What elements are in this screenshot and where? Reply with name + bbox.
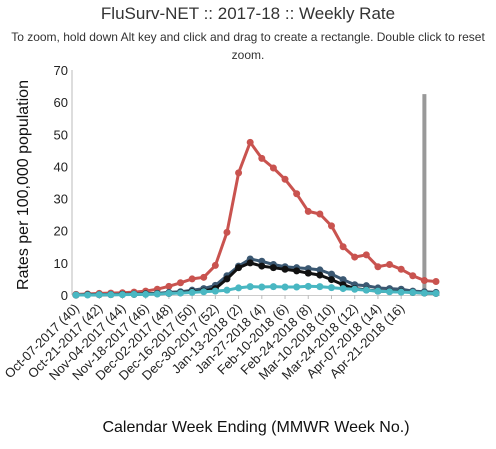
data-point[interactable] — [281, 175, 289, 183]
series-3 — [72, 282, 440, 299]
data-point[interactable] — [177, 289, 185, 297]
data-point[interactable] — [362, 286, 370, 294]
data-point[interactable] — [165, 289, 173, 297]
highlight-bar-layer — [422, 94, 427, 295]
data-point[interactable] — [118, 291, 126, 299]
data-point[interactable] — [409, 272, 417, 280]
data-point[interactable] — [420, 289, 428, 297]
data-point[interactable] — [246, 259, 254, 267]
data-point[interactable] — [409, 288, 417, 296]
y-tick-label: 50 — [54, 127, 68, 142]
y-tick-label: 20 — [54, 224, 68, 239]
data-point[interactable] — [293, 283, 301, 291]
data-point[interactable] — [339, 276, 347, 284]
data-point[interactable] — [200, 288, 208, 296]
data-point[interactable] — [304, 269, 312, 277]
data-point[interactable] — [420, 277, 428, 285]
data-point[interactable] — [339, 243, 347, 251]
x-axis-label: Calendar Week Ending (MMWR Week No.) — [102, 419, 409, 436]
data-point[interactable] — [351, 253, 359, 261]
chart-title: FluSurv-NET :: 2017-18 :: Weekly Rate — [100, 4, 396, 23]
data-point[interactable] — [281, 283, 289, 291]
data-point[interactable] — [293, 267, 301, 275]
data-point[interactable] — [362, 251, 370, 259]
data-point[interactable] — [188, 288, 196, 296]
data-point[interactable] — [432, 289, 440, 297]
data-point[interactable] — [327, 284, 335, 292]
y-tick-label: 10 — [54, 256, 68, 271]
data-point[interactable] — [246, 283, 254, 291]
data-point[interactable] — [95, 291, 103, 299]
data-point[interactable] — [327, 276, 335, 284]
chart-subtitle: To zoom, hold down Alt key and click and… — [11, 30, 485, 62]
data-point[interactable] — [211, 261, 219, 269]
data-point[interactable] — [397, 288, 405, 296]
data-point[interactable] — [316, 210, 324, 218]
y-tick-label: 60 — [54, 95, 68, 110]
data-point[interactable] — [223, 275, 231, 283]
data-point[interactable] — [269, 283, 277, 291]
data-point[interactable] — [153, 290, 161, 298]
data-point[interactable] — [258, 283, 266, 291]
data-point[interactable] — [223, 228, 231, 236]
data-point[interactable] — [432, 278, 440, 285]
data-point[interactable] — [327, 270, 335, 278]
highlight-bar — [422, 94, 427, 295]
y-axis-label: Rates per 100,000 population — [15, 80, 32, 290]
data-point[interactable] — [386, 288, 394, 296]
series-layer — [72, 138, 440, 299]
y-tick-label: 40 — [54, 159, 68, 174]
data-point[interactable] — [223, 286, 231, 294]
data-point[interactable] — [107, 291, 115, 299]
data-point[interactable] — [397, 265, 405, 273]
data-point[interactable] — [235, 284, 243, 292]
data-point[interactable] — [351, 285, 359, 293]
y-tick-label: 30 — [54, 192, 68, 207]
data-point[interactable] — [269, 164, 277, 172]
data-point[interactable] — [304, 207, 312, 215]
data-point[interactable] — [246, 138, 254, 146]
data-point[interactable] — [316, 283, 324, 291]
data-point[interactable] — [211, 287, 219, 295]
data-point[interactable] — [269, 264, 277, 272]
data-point[interactable] — [177, 279, 185, 287]
data-point[interactable] — [235, 169, 243, 177]
data-point[interactable] — [327, 222, 335, 230]
data-point[interactable] — [165, 282, 173, 290]
data-point[interactable] — [84, 291, 92, 299]
data-point[interactable] — [374, 263, 382, 271]
data-point[interactable] — [72, 291, 80, 299]
data-point[interactable] — [258, 262, 266, 270]
data-point[interactable] — [281, 265, 289, 273]
data-point[interactable] — [304, 282, 312, 290]
data-point[interactable] — [200, 273, 208, 281]
data-point[interactable] — [316, 266, 324, 274]
y-tick-label: 70 — [54, 63, 68, 78]
data-point[interactable] — [188, 275, 196, 283]
data-point[interactable] — [258, 154, 266, 162]
data-point[interactable] — [316, 271, 324, 279]
data-point[interactable] — [142, 290, 150, 298]
data-point[interactable] — [386, 260, 394, 268]
series-0 — [72, 138, 440, 298]
data-point[interactable] — [235, 264, 243, 272]
data-point[interactable] — [339, 285, 347, 293]
data-point[interactable] — [130, 290, 138, 298]
y-tick-label: 0 — [61, 288, 68, 303]
data-point[interactable] — [374, 287, 382, 295]
data-point[interactable] — [258, 257, 266, 265]
series-line — [75, 140, 437, 296]
data-point[interactable] — [293, 190, 301, 198]
